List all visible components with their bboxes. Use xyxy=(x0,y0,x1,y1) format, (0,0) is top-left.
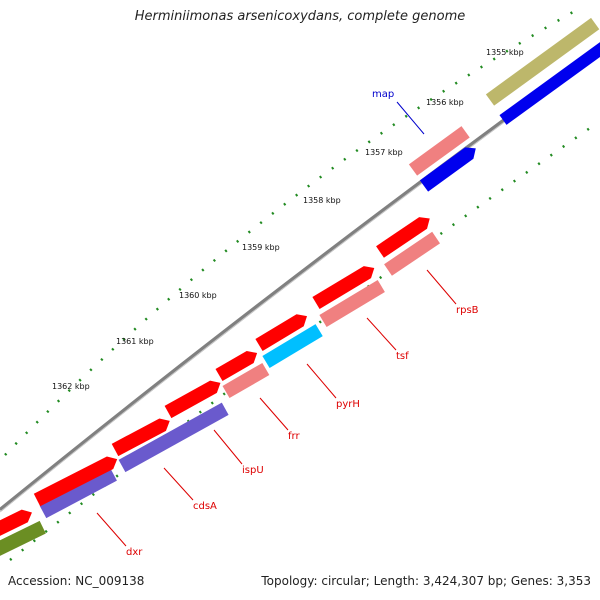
gene-leaders xyxy=(96,101,457,547)
scale-labels: 1355 kbp 1356 kbp 1357 kbp 1358 kbp 1359… xyxy=(52,48,524,391)
gene-label-rpsB: rpsB xyxy=(456,305,479,316)
gene-frr[interactable] xyxy=(222,362,270,399)
gene-label-ispU: ispU xyxy=(242,465,264,476)
gene-map-pink[interactable] xyxy=(408,126,470,176)
gene-pyrH[interactable] xyxy=(262,324,323,369)
scale-label: 1360 kbp xyxy=(179,291,217,300)
gene-red-1362b[interactable] xyxy=(33,453,121,507)
scale-label: 1362 kbp xyxy=(52,382,90,391)
scale-label: 1357 kbp xyxy=(365,148,403,157)
gene-dxr[interactable] xyxy=(0,520,46,557)
gene-label-frr: frr xyxy=(288,431,300,442)
gene-red-edge[interactable] xyxy=(0,506,35,537)
gene-tsf[interactable] xyxy=(319,279,385,328)
gene-red-1361[interactable] xyxy=(215,347,261,382)
gene-red-1360[interactable] xyxy=(312,262,377,310)
gene-khaki[interactable] xyxy=(485,17,600,106)
gene-red-1360b[interactable] xyxy=(255,310,310,352)
scale-label: 1358 kbp xyxy=(303,196,341,205)
scale-label: 1361 kbp xyxy=(116,337,154,346)
gene-label-dxr: dxr xyxy=(126,547,143,558)
gene-label-map: map xyxy=(372,89,394,100)
accession-text: Accession: NC_009138 xyxy=(8,574,145,588)
gene-label-tsf: tsf xyxy=(396,351,409,362)
scale-label: 1359 kbp xyxy=(242,243,280,252)
gene-blue-1355[interactable] xyxy=(499,41,600,125)
topology-text: Topology: circular; Length: 3,424,307 bp… xyxy=(261,574,591,588)
outer-scale-arc xyxy=(4,6,581,456)
gene-red-1362[interactable] xyxy=(111,415,173,457)
scale-label: 1356 kbp xyxy=(426,98,464,107)
gene-label-pyrH: pyrH xyxy=(336,399,360,410)
gene-label-group: map rpsB tsf pyrH frr ispU cdsA dxr xyxy=(126,89,479,558)
gene-features xyxy=(0,17,600,557)
map-title: Herminiimonas arsenicoxydans, complete g… xyxy=(134,9,466,24)
gene-label-cdsA: cdsA xyxy=(193,501,217,512)
gene-rpsB[interactable] xyxy=(384,231,440,276)
gene-ispU[interactable] xyxy=(118,402,229,473)
gene-red-1359[interactable] xyxy=(376,213,434,258)
gene-cdsA[interactable] xyxy=(39,468,117,519)
gene-red-1361b[interactable] xyxy=(164,377,224,419)
gene-blue-1357[interactable] xyxy=(419,143,480,192)
scale-label: 1355 kbp xyxy=(486,48,524,57)
